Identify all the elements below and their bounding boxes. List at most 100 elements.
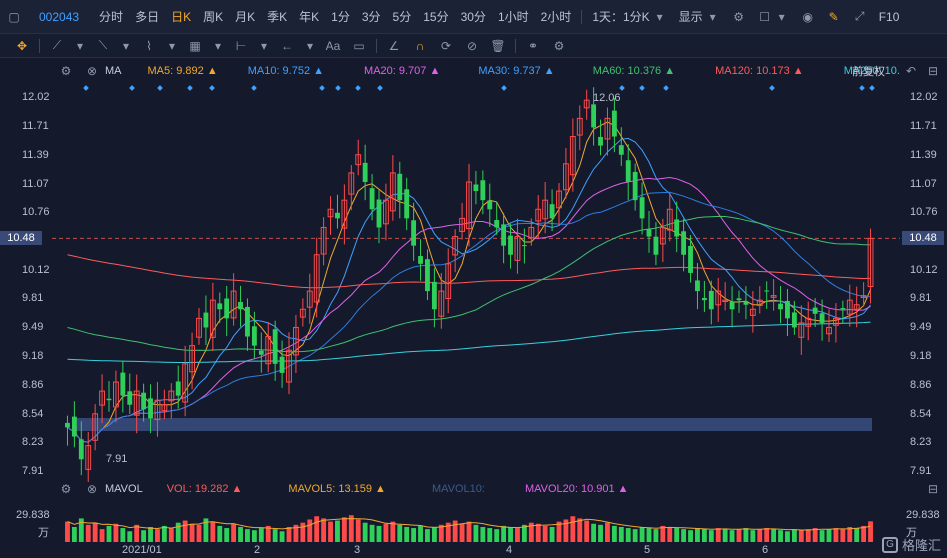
close-icon[interactable]: ⊗: [86, 64, 98, 78]
ruler-icon[interactable]: ∠: [388, 38, 400, 53]
period-tab[interactable]: 15分: [423, 10, 449, 24]
chevron-down-icon[interactable]: ▾: [778, 9, 785, 24]
candle: [749, 291, 756, 333]
candle: [639, 182, 645, 235]
f10-button[interactable]: F10: [878, 9, 900, 24]
candle: [646, 210, 652, 253]
volume-bar: [438, 524, 444, 542]
period-tab[interactable]: 月K: [235, 10, 256, 24]
candle: [154, 382, 161, 437]
link-icon[interactable]: ⚭: [527, 38, 539, 53]
period-tab[interactable]: 2小时: [540, 10, 572, 24]
stock-code[interactable]: 002043: [39, 9, 80, 24]
candle: [404, 177, 410, 231]
chevron-down-icon[interactable]: ▾: [709, 9, 716, 24]
undo-icon[interactable]: ↶: [905, 64, 917, 78]
volume-bar: [812, 528, 818, 542]
volume-bar: [556, 521, 562, 542]
period-tab[interactable]: 30分: [460, 10, 486, 24]
trend-line-icon[interactable]: ⟍: [98, 38, 108, 52]
period-tab[interactable]: 3分: [361, 10, 381, 24]
settings-icon[interactable]: ⚙: [733, 9, 745, 24]
text-tool-icon[interactable]: Aa: [325, 38, 341, 53]
volume-bar: [681, 529, 687, 542]
period-tab[interactable]: 季K: [267, 10, 288, 24]
collapse-icon[interactable]: ⊟: [927, 482, 939, 496]
candle: [438, 272, 445, 329]
volume-chart[interactable]: [0, 500, 947, 544]
checkbox-icon[interactable]: ☐: [759, 9, 771, 24]
period-tab[interactable]: 5分: [392, 10, 412, 24]
candlestick-chart[interactable]: [0, 82, 947, 482]
candle: [113, 370, 119, 423]
grid-tool-icon[interactable]: ▦: [189, 38, 201, 53]
volume-bar: [729, 530, 735, 542]
range-selector[interactable]: 1天：1分K: [592, 10, 650, 24]
volume-bar: [189, 523, 195, 542]
camera-icon[interactable]: ◉: [802, 9, 813, 24]
volume-bar: [611, 525, 617, 542]
period-tab[interactable]: 多日: [135, 10, 160, 24]
volume-bar: [785, 531, 790, 542]
chevron-down-icon[interactable]: ▾: [76, 38, 84, 53]
period-tab[interactable]: 1分: [331, 10, 350, 24]
period-tab[interactable]: 周K: [203, 10, 224, 24]
event-marker: [377, 85, 383, 91]
chevron-down-icon[interactable]: ▾: [122, 38, 130, 53]
divider: [515, 38, 516, 53]
volume-bar: [251, 530, 257, 542]
comment-icon[interactable]: ▭: [353, 38, 365, 53]
event-marker: [129, 85, 135, 91]
candle: [625, 144, 631, 201]
period-tab[interactable]: 日K: [171, 10, 192, 24]
display-menu[interactable]: 显示: [678, 10, 703, 24]
zigzag-icon[interactable]: ⌇: [146, 38, 152, 53]
settings-icon[interactable]: ⚙: [553, 38, 565, 53]
adjust-label[interactable]: 前复权: [852, 66, 885, 78]
volume-bar: [798, 530, 804, 542]
arrow-left-icon[interactable]: ←: [281, 38, 293, 53]
volume-bar: [459, 523, 465, 542]
volume-bar: [653, 529, 659, 542]
close-icon[interactable]: ⊗: [86, 482, 98, 496]
ma60-line: [67, 215, 871, 353]
vol-value: MAVOL20: 10.901 ▲: [524, 483, 629, 495]
sidebar-toggle-icon[interactable]: ▢: [8, 9, 20, 24]
candle: [327, 196, 334, 235]
fullscreen-icon[interactable]: ⤢: [854, 9, 865, 23]
candle: [743, 286, 749, 320]
chevron-down-icon[interactable]: ▾: [168, 38, 176, 53]
hide-icon[interactable]: ⊘: [466, 38, 478, 53]
candle: [583, 89, 590, 120]
volume-bar: [618, 526, 624, 542]
range-highlight-band: [76, 418, 872, 431]
period-tab[interactable]: 分时: [99, 10, 124, 24]
candle: [383, 183, 389, 241]
event-marker: [209, 85, 215, 91]
period-tab[interactable]: 年K: [299, 10, 320, 24]
chevron-down-icon[interactable]: ▾: [656, 9, 663, 24]
collapse-icon[interactable]: ⊟: [927, 64, 939, 78]
settings-icon[interactable]: ⚙: [60, 64, 72, 78]
chevron-down-icon[interactable]: ▾: [260, 38, 268, 53]
pencil-icon[interactable]: ✎: [828, 9, 839, 24]
volume-bar: [210, 521, 216, 542]
magnet-icon[interactable]: ∩: [415, 38, 425, 53]
volume-bar: [161, 525, 167, 542]
volume-legend-bar: ⚙ ⊗ MAVOL VOL: 19.282 ▲ MAVOL5: 13.159 ▲ M…: [0, 478, 947, 500]
volume-bar: [791, 529, 797, 542]
volume-bar: [155, 529, 160, 542]
move-icon[interactable]: ✥: [16, 38, 28, 53]
candle: [258, 332, 264, 373]
chevron-down-icon[interactable]: ▾: [306, 38, 314, 53]
volume-bar: [584, 520, 590, 542]
measure-icon[interactable]: ⊢: [235, 38, 247, 53]
ma10-line: [67, 137, 871, 443]
chevron-down-icon[interactable]: ▾: [214, 38, 222, 53]
trash-icon[interactable]: 🗑: [490, 38, 506, 53]
line-tool-icon[interactable]: ⟋: [52, 38, 62, 52]
period-tab[interactable]: 1小时: [497, 10, 529, 24]
sync-icon[interactable]: ⟳: [440, 38, 452, 53]
candle: [846, 284, 853, 327]
settings-icon[interactable]: ⚙: [60, 482, 72, 496]
